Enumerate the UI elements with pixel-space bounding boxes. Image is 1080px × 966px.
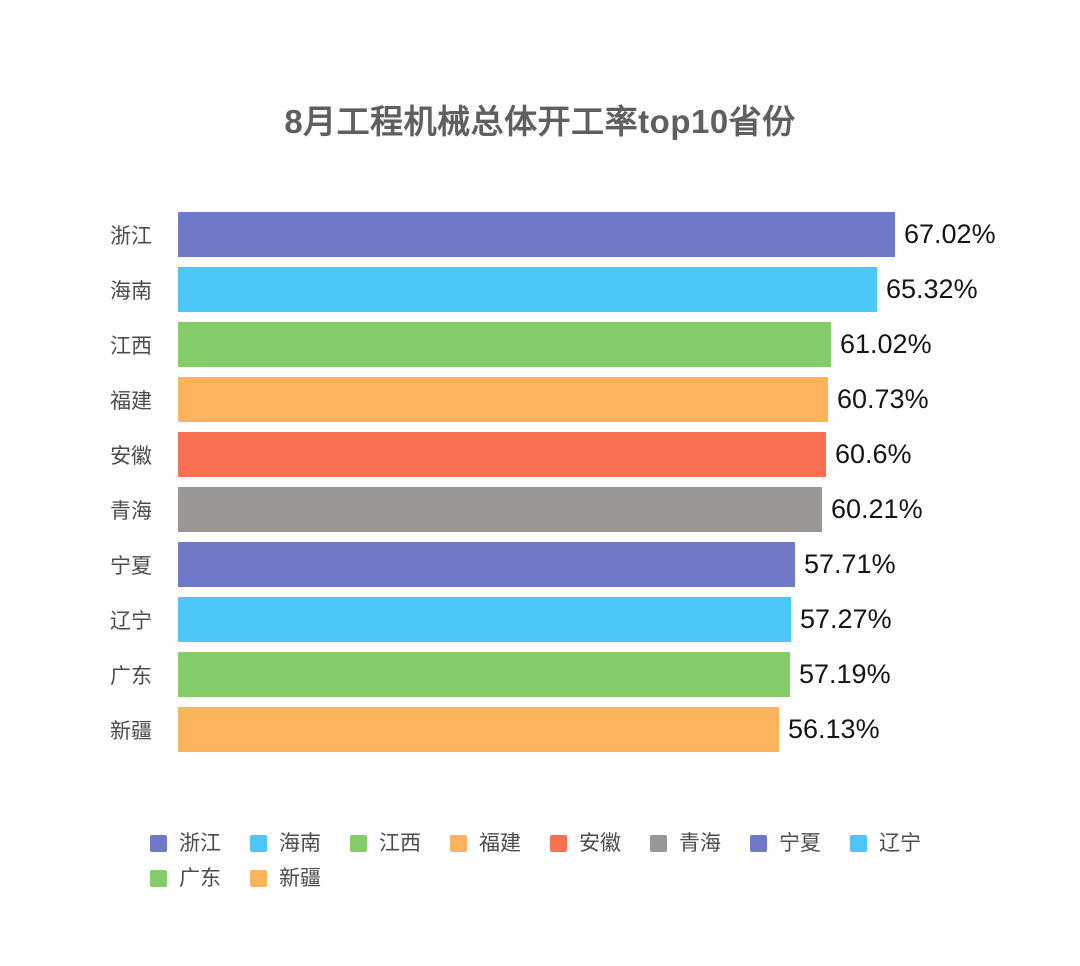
legend-label: 浙江 (179, 832, 221, 855)
value-label: 65.32% (886, 274, 978, 304)
bar-row: 浙江 67.02% (0, 212, 1080, 257)
value-label: 56.13% (788, 714, 880, 744)
bar[interactable] (178, 322, 831, 367)
legend-swatch (850, 835, 867, 852)
category-label: 福建 (110, 389, 152, 413)
legend-swatch (250, 870, 267, 887)
bar-row: 辽宁 57.27% (0, 597, 1080, 642)
bar-row: 江西 61.02% (0, 322, 1080, 367)
legend-item[interactable]: 新疆 (250, 866, 321, 891)
chart-title: 8月工程机械总体开工率top10省份 (284, 103, 796, 140)
bar-row: 安徽 60.6% (0, 432, 1080, 477)
bar[interactable] (178, 212, 895, 257)
category-label: 江西 (110, 334, 152, 358)
bar-row: 新疆 56.13% (0, 707, 1080, 752)
category-label: 广东 (110, 664, 152, 688)
legend-label: 海南 (279, 832, 321, 855)
category-label: 青海 (110, 499, 152, 523)
legend-item[interactable]: 辽宁 (850, 831, 921, 856)
category-label: 安徽 (110, 444, 152, 468)
value-label: 60.21% (831, 494, 923, 524)
legend-label: 江西 (379, 832, 421, 855)
bar[interactable] (178, 267, 877, 312)
bar[interactable] (178, 432, 826, 477)
bar[interactable] (178, 487, 822, 532)
legend-label: 安徽 (579, 832, 621, 855)
category-label: 海南 (110, 279, 152, 303)
bar[interactable] (178, 652, 790, 697)
legend-label: 新疆 (279, 867, 321, 890)
legend-label: 青海 (679, 832, 721, 855)
legend-label: 宁夏 (779, 832, 821, 855)
legend-swatch (550, 835, 567, 852)
legend-label: 福建 (479, 832, 521, 855)
bar[interactable] (178, 377, 828, 422)
legend-swatch (150, 870, 167, 887)
legend-item[interactable]: 安徽 (550, 831, 621, 856)
bar[interactable] (178, 542, 795, 587)
bar-row: 福建 60.73% (0, 377, 1080, 422)
legend-label: 广东 (179, 867, 221, 890)
value-label: 61.02% (840, 329, 932, 359)
value-label: 57.71% (804, 549, 896, 579)
value-label: 57.19% (799, 659, 891, 689)
value-label: 60.6% (835, 439, 912, 469)
legend-item[interactable]: 广东 (150, 866, 221, 891)
legend-item[interactable]: 宁夏 (750, 831, 821, 856)
category-label: 新疆 (110, 719, 152, 743)
legend: 浙江 海南 江西 福建 安徽 青海 宁夏 辽宁广东 新疆 (150, 831, 962, 891)
bar[interactable] (178, 707, 779, 752)
legend-swatch (750, 835, 767, 852)
category-label: 辽宁 (110, 609, 152, 633)
legend-swatch (650, 835, 667, 852)
value-label: 60.73% (837, 384, 929, 414)
legend-item[interactable]: 福建 (450, 831, 521, 856)
bar-row: 海南 65.32% (0, 267, 1080, 312)
category-label: 宁夏 (110, 554, 152, 578)
bar-row: 青海 60.21% (0, 487, 1080, 532)
bar-rows: 浙江 67.02% 海南 65.32% 江西 61.02% 福建 60.73% 安徽 60.6% 青… (0, 212, 1080, 762)
category-label: 浙江 (110, 224, 152, 248)
legend-swatch (150, 835, 167, 852)
legend-label: 辽宁 (879, 832, 921, 855)
legend-swatch (450, 835, 467, 852)
legend-swatch (250, 835, 267, 852)
value-label: 67.02% (904, 219, 996, 249)
legend-item[interactable]: 江西 (350, 831, 421, 856)
legend-item[interactable]: 浙江 (150, 831, 221, 856)
bar-row: 宁夏 57.71% (0, 542, 1080, 587)
legend-swatch (350, 835, 367, 852)
legend-item[interactable]: 青海 (650, 831, 721, 856)
bar-row: 广东 57.19% (0, 652, 1080, 697)
bar[interactable] (178, 597, 791, 642)
legend-item[interactable]: 海南 (250, 831, 321, 856)
value-label: 57.27% (800, 604, 892, 634)
